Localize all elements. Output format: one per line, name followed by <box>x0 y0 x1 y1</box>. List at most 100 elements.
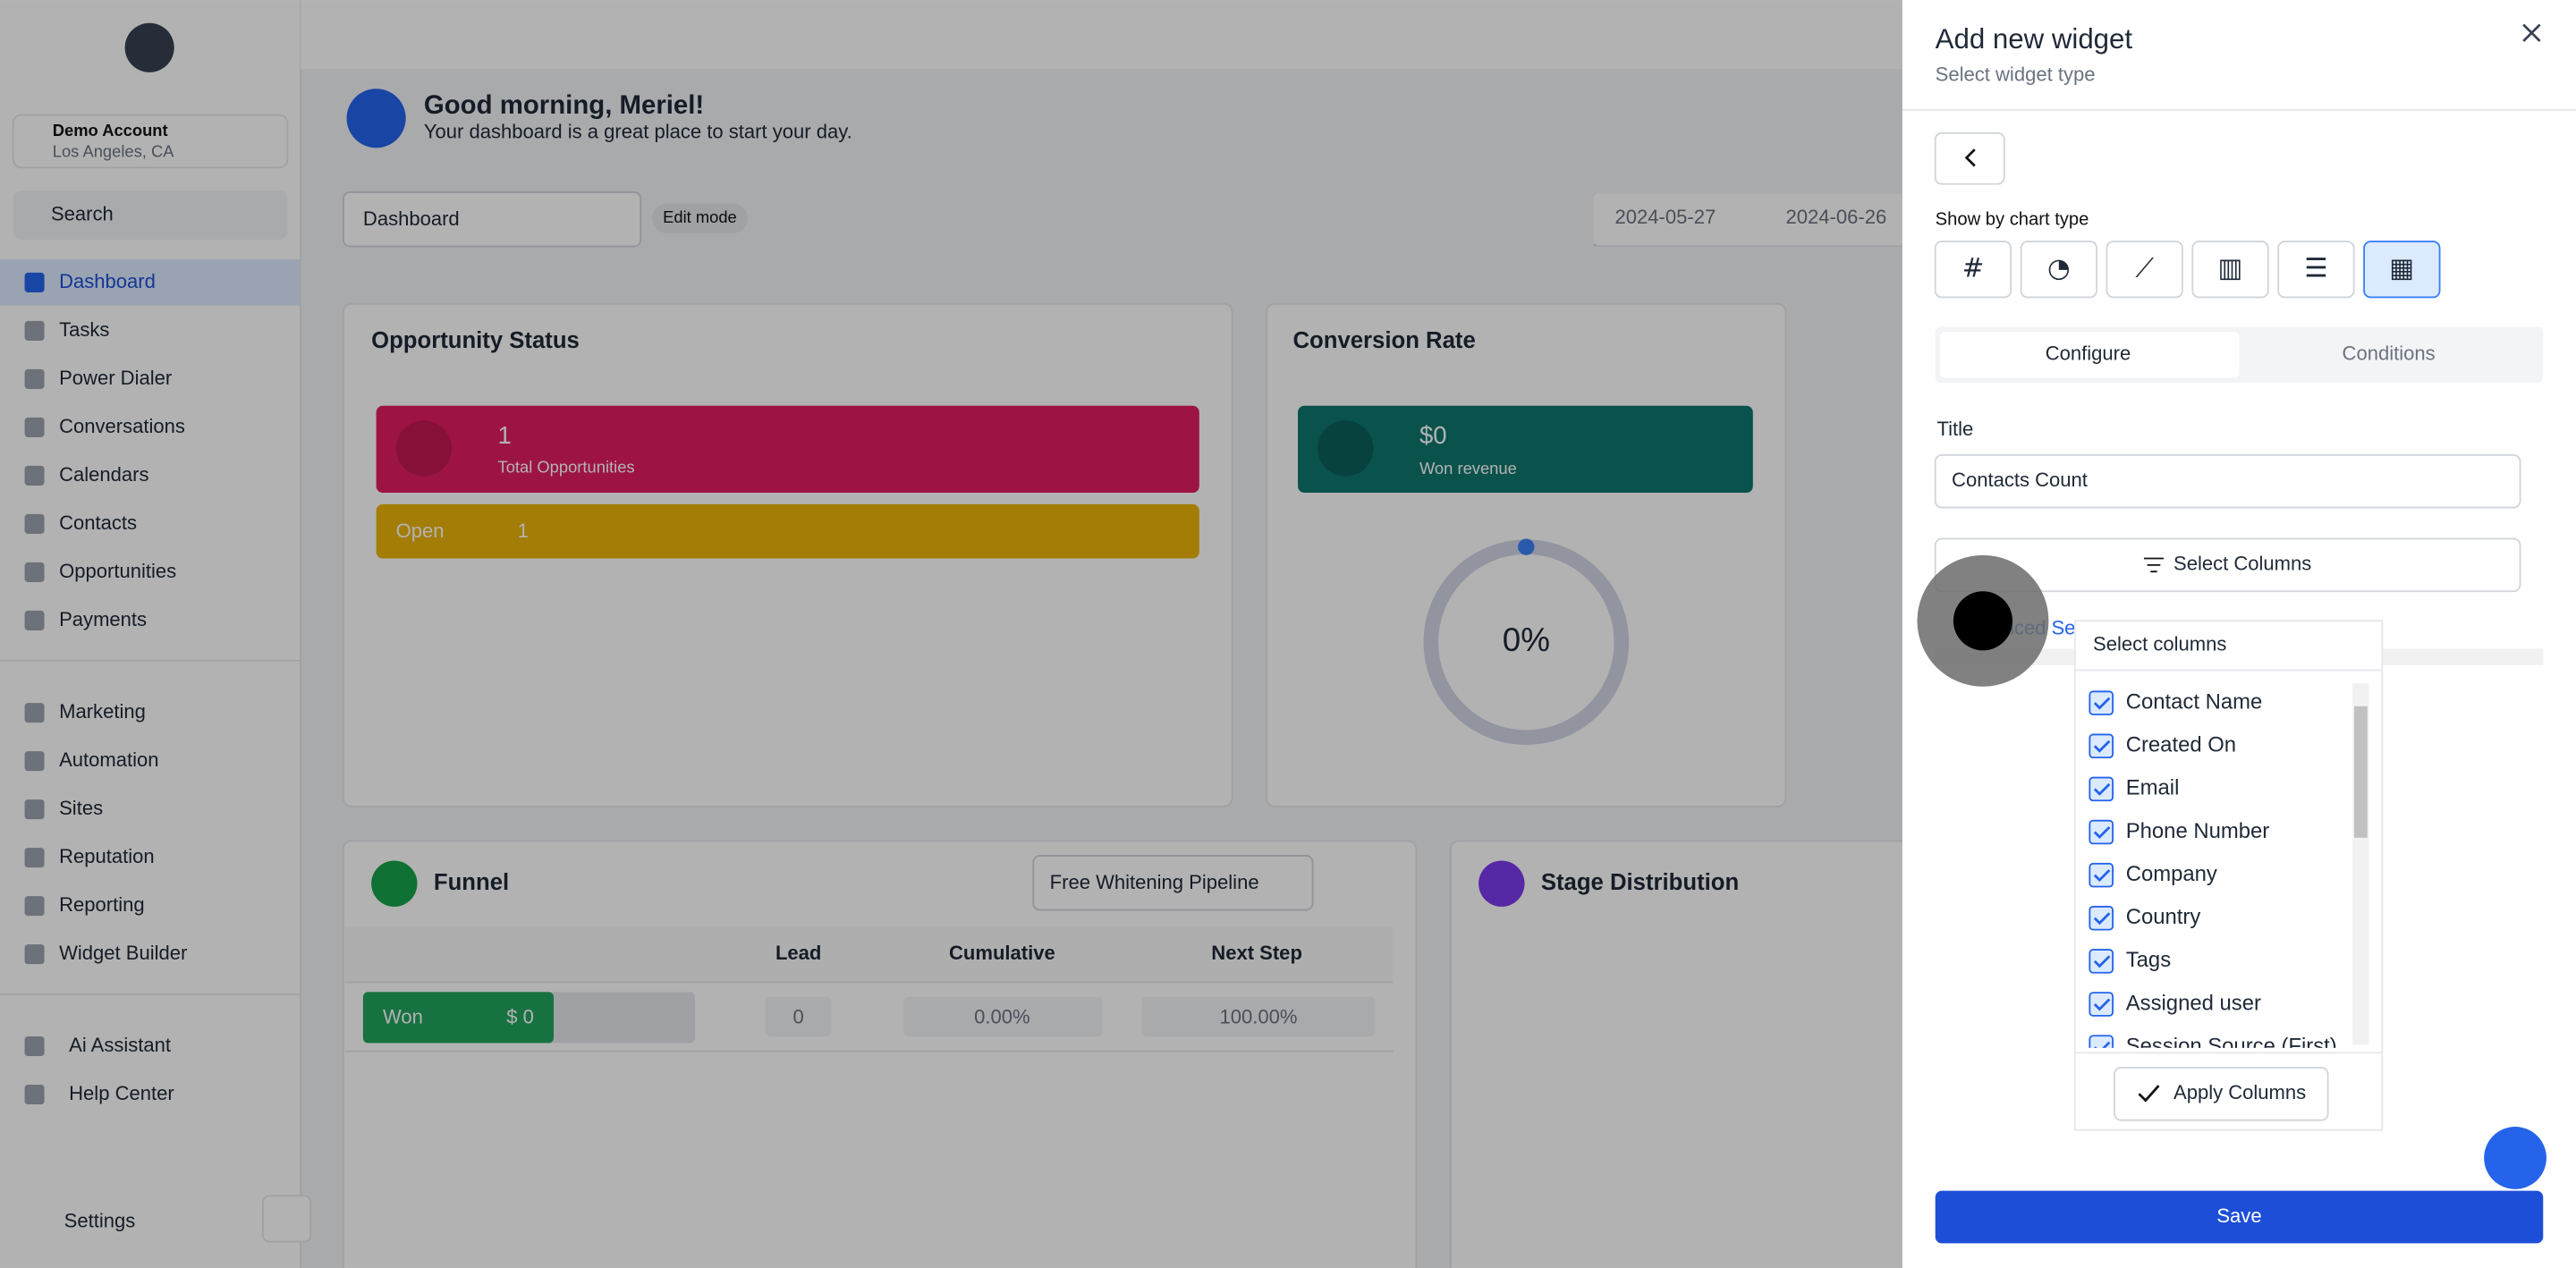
nav-item[interactable]: Reputation <box>59 845 155 867</box>
nav-icon <box>24 848 45 868</box>
nav-item[interactable]: Conversations <box>59 415 185 437</box>
chart-type-button[interactable] <box>2277 241 2355 299</box>
nav-item[interactable]: Automation <box>59 748 158 771</box>
chart-type-button[interactable] <box>2191 241 2269 299</box>
save: Save <box>2216 1205 2261 1227</box>
nav-icon <box>24 610 45 630</box>
logo <box>124 22 174 72</box>
stage: Won <box>383 1006 423 1028</box>
column-option[interactable]: Session Source (First) <box>2126 1034 2337 1058</box>
nav-item[interactable]: Tasks <box>59 318 109 341</box>
open-value: 1 <box>518 520 529 542</box>
title-input[interactable] <box>1934 453 2521 509</box>
chart-type-button[interactable] <box>1934 241 2012 299</box>
nav-item[interactable]: Ai Assistant <box>69 1034 171 1056</box>
active-nav <box>0 259 301 306</box>
revenue: $0 <box>1419 421 1447 449</box>
checkbox[interactable] <box>2089 690 2114 715</box>
chart-type-button[interactable] <box>2363 241 2441 299</box>
column-option[interactable]: Phone Number <box>2126 819 2270 843</box>
column-option[interactable]: Email <box>2126 776 2180 800</box>
nav-item[interactable]: Widget Builder <box>59 942 187 964</box>
open-bar <box>376 503 1199 559</box>
checkbox[interactable] <box>2089 992 2114 1017</box>
select-columns-button[interactable] <box>1934 537 2521 593</box>
search-box[interactable] <box>13 190 288 241</box>
panel-subtitle: Select widget type <box>1936 63 2096 85</box>
settings[interactable]: Settings <box>64 1209 136 1231</box>
nav-item[interactable]: Help Center <box>69 1082 174 1104</box>
revenue-label: Won revenue <box>1419 459 1517 478</box>
tab-active[interactable] <box>1940 332 2240 378</box>
account-name: Demo Account <box>53 121 168 139</box>
cursor <box>1953 591 2012 651</box>
checkbox[interactable] <box>2089 819 2114 845</box>
account-switcher[interactable] <box>12 114 289 169</box>
nav-icon <box>24 562 45 582</box>
checkbox[interactable] <box>2089 733 2114 759</box>
nav-icon <box>24 799 45 820</box>
checkbox[interactable] <box>2089 905 2114 931</box>
nav-item[interactable]: Opportunities <box>59 560 176 582</box>
nav-item[interactable]: Reporting <box>59 893 145 916</box>
tab[interactable]: Configure <box>2046 342 2131 365</box>
nav-item[interactable]: Payments <box>59 608 147 630</box>
checkmark <box>2093 955 2111 968</box>
total-bar <box>376 405 1199 494</box>
tab[interactable]: Conditions <box>2343 342 2436 365</box>
checkbox[interactable] <box>2089 862 2114 888</box>
chart-type-button[interactable] <box>2106 241 2183 299</box>
nav-item[interactable]: Power Dialer <box>59 367 172 389</box>
nav-item[interactable]: Calendars <box>59 463 148 486</box>
back-button[interactable] <box>1934 131 2005 185</box>
checkbox[interactable] <box>2089 949 2114 974</box>
overlay[interactable] <box>0 0 1902 1268</box>
pipeline-select[interactable] <box>1032 855 1314 911</box>
column-header: Next Step <box>1211 942 1302 964</box>
nav-icon <box>24 320 45 341</box>
column-option[interactable]: Country <box>2126 905 2201 929</box>
chart-type-label: Show by chart type <box>1936 209 2089 229</box>
save-button[interactable] <box>1935 1190 2544 1244</box>
nav-icon <box>24 703 45 723</box>
total-label: Total Opportunities <box>498 457 635 476</box>
nav-icon <box>24 1036 45 1057</box>
column-header: Cumulative <box>949 942 1055 964</box>
lead: 0 <box>793 1006 804 1028</box>
nav-item[interactable]: Marketing <box>59 700 146 723</box>
help-button[interactable] <box>2484 1127 2546 1189</box>
column-option[interactable]: Created On <box>2126 733 2236 757</box>
column-option[interactable]: Contact Name <box>2126 689 2263 714</box>
column-header: Lead <box>775 942 821 964</box>
column-option[interactable]: Assigned user <box>2126 991 2261 1015</box>
nav-icon <box>24 417 45 437</box>
close-button[interactable] <box>2522 23 2541 42</box>
checkmark <box>2093 998 2111 1011</box>
rate: 0% <box>1503 621 1550 658</box>
column-option[interactable]: Company <box>2126 862 2217 886</box>
apply-button[interactable] <box>2113 1066 2329 1121</box>
field-label: Title <box>1937 418 1974 440</box>
date-to: 2024-06-26 <box>1786 206 1887 228</box>
column-option[interactable]: Tags <box>2126 948 2171 972</box>
edit-mode-button[interactable] <box>652 203 748 233</box>
nav-item[interactable]: Dashboard <box>59 270 156 292</box>
checkbox[interactable] <box>2089 776 2114 802</box>
chart-type-button[interactable] <box>2020 241 2097 299</box>
collapse-button[interactable] <box>261 1195 312 1243</box>
nav-icon <box>24 1085 45 1105</box>
nav-icon <box>24 751 45 772</box>
nav-item[interactable]: Contacts <box>59 511 137 534</box>
card-title: Stage Distribution <box>1541 870 1739 895</box>
chart-type-icon: ▦ <box>2389 253 2414 283</box>
columns-dropdown <box>2073 620 2384 1131</box>
chart-type-icon: ⟋ <box>2135 253 2154 283</box>
avatar <box>346 89 406 148</box>
total: 1 <box>498 421 512 449</box>
nav-item[interactable]: Sites <box>59 797 103 819</box>
card-title: Funnel <box>434 870 509 895</box>
greeting: Good morning, Meriel! <box>424 90 704 120</box>
select-columns: Select Columns <box>2174 553 2311 575</box>
dashboard-select[interactable] <box>342 191 642 248</box>
